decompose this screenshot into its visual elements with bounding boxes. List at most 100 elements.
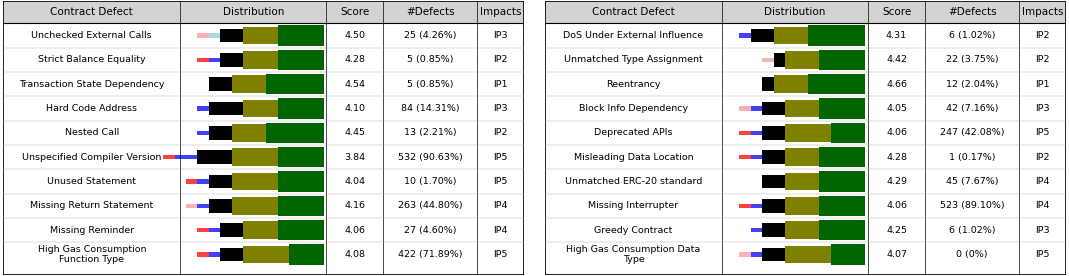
Text: 4.06: 4.06	[344, 226, 366, 235]
Text: 523 (89.10%): 523 (89.10%)	[940, 201, 1005, 210]
Bar	[785, 197, 820, 214]
Text: IP2: IP2	[1035, 55, 1050, 64]
Text: IP5: IP5	[494, 250, 508, 259]
Bar	[739, 33, 750, 38]
Bar	[831, 123, 865, 143]
Text: Distribution: Distribution	[764, 7, 825, 17]
Bar	[198, 252, 208, 257]
Bar	[208, 199, 232, 213]
Text: Missing Reminder: Missing Reminder	[49, 226, 134, 235]
Text: IP4: IP4	[494, 201, 508, 210]
Text: Impacts: Impacts	[1022, 7, 1063, 17]
Bar	[208, 228, 220, 232]
Text: Unmatched ERC-20 standard: Unmatched ERC-20 standard	[564, 177, 702, 186]
Text: Misleading Data Location: Misleading Data Location	[574, 153, 694, 162]
Text: #Defects: #Defects	[948, 7, 996, 17]
Text: 4.10: 4.10	[344, 104, 366, 113]
Bar	[545, 1, 1066, 23]
Text: 13 (2.21%): 13 (2.21%)	[404, 128, 456, 137]
Text: 27 (4.60%): 27 (4.60%)	[404, 226, 456, 235]
Bar	[739, 106, 750, 111]
Bar	[198, 228, 208, 232]
Bar	[750, 131, 762, 135]
Text: High Gas Consumption
Function Type: High Gas Consumption Function Type	[37, 245, 146, 264]
Text: IP4: IP4	[1035, 201, 1050, 210]
Text: 4.66: 4.66	[886, 80, 907, 89]
Bar	[774, 27, 808, 44]
Bar	[750, 29, 774, 42]
Text: 4.31: 4.31	[886, 31, 908, 40]
Text: 4.06: 4.06	[886, 128, 907, 137]
Text: Missing Interrupter: Missing Interrupter	[588, 201, 679, 210]
Text: IP3: IP3	[1035, 104, 1050, 113]
Bar	[739, 155, 750, 159]
Bar	[831, 244, 865, 265]
Text: 532 (90.63%): 532 (90.63%)	[398, 153, 463, 162]
Text: 4.16: 4.16	[344, 201, 366, 210]
Bar	[198, 33, 208, 38]
Text: Contract Defect: Contract Defect	[592, 7, 675, 17]
Bar	[198, 204, 208, 208]
Bar	[290, 244, 324, 265]
Bar	[278, 220, 324, 240]
Text: IP2: IP2	[494, 55, 508, 64]
Bar	[739, 252, 750, 257]
Text: Unused Statement: Unused Statement	[47, 177, 136, 186]
Bar	[174, 155, 198, 159]
Text: 4.05: 4.05	[886, 104, 907, 113]
Bar	[785, 246, 831, 263]
Bar	[232, 173, 278, 190]
Text: Unspecified Compiler Version: Unspecified Compiler Version	[22, 153, 161, 162]
Text: Reentrancy: Reentrancy	[606, 80, 661, 89]
Bar	[750, 228, 762, 232]
Bar	[785, 148, 820, 166]
Text: Score: Score	[882, 7, 911, 17]
Bar	[785, 124, 831, 142]
Text: 4.45: 4.45	[344, 128, 366, 137]
Bar	[762, 150, 785, 164]
Bar	[278, 25, 324, 46]
Text: 5 (0.85%): 5 (0.85%)	[407, 80, 453, 89]
Bar	[820, 50, 865, 70]
Bar	[739, 131, 750, 135]
Bar	[762, 58, 774, 62]
Text: IP5: IP5	[1035, 128, 1050, 137]
Text: 4.04: 4.04	[344, 177, 366, 186]
Bar	[774, 53, 785, 67]
Bar	[808, 25, 865, 46]
Bar	[820, 196, 865, 216]
Bar	[820, 220, 865, 240]
Bar	[208, 33, 220, 38]
Bar	[750, 252, 762, 257]
Text: High Gas Consumption Data
Type: High Gas Consumption Data Type	[567, 245, 700, 264]
Bar	[762, 199, 785, 213]
Text: 25 (4.26%): 25 (4.26%)	[404, 31, 456, 40]
Bar	[785, 221, 820, 239]
Text: 0 (0%): 0 (0%)	[957, 250, 988, 259]
Text: #Defects: #Defects	[406, 7, 454, 17]
Text: IP5: IP5	[1035, 250, 1050, 259]
Bar	[232, 197, 278, 214]
Bar	[739, 204, 750, 208]
Text: IP3: IP3	[493, 31, 508, 40]
Text: 3.84: 3.84	[344, 153, 366, 162]
Bar	[208, 78, 232, 91]
Text: IP3: IP3	[1035, 226, 1050, 235]
Bar	[186, 179, 198, 184]
Bar	[3, 1, 524, 23]
Text: 5 (0.85%): 5 (0.85%)	[407, 55, 453, 64]
Text: 10 (1.70%): 10 (1.70%)	[404, 177, 456, 186]
Text: Unchecked External Calls: Unchecked External Calls	[31, 31, 152, 40]
Bar	[244, 27, 278, 44]
Bar	[198, 58, 208, 62]
Bar	[762, 175, 785, 188]
Bar	[278, 196, 324, 216]
Text: IP5: IP5	[494, 153, 508, 162]
Text: 4.42: 4.42	[886, 55, 907, 64]
Text: IP4: IP4	[1035, 177, 1050, 186]
Bar	[785, 173, 820, 190]
Text: 45 (7.67%): 45 (7.67%)	[946, 177, 998, 186]
Text: Impacts: Impacts	[480, 7, 522, 17]
Text: 42 (7.16%): 42 (7.16%)	[946, 104, 998, 113]
Bar	[244, 100, 278, 117]
